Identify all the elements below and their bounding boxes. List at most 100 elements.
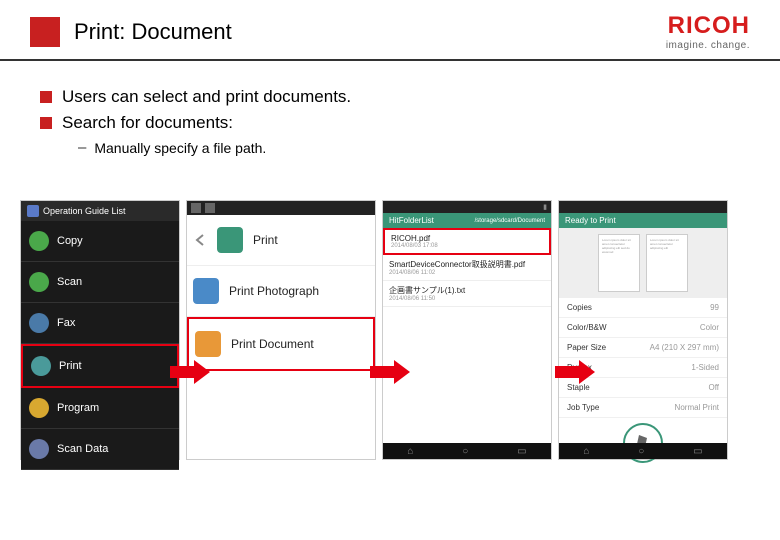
setting-copies[interactable]: Copies 99 xyxy=(559,298,727,318)
s4-header: Ready to Print xyxy=(559,213,727,228)
recent-icon[interactable]: ▭ xyxy=(693,446,702,457)
square-bullet-icon xyxy=(40,91,52,103)
option-icon xyxy=(193,278,219,304)
s3-header-left: HitFolderList xyxy=(389,216,434,225)
back-icon[interactable]: ⌂ xyxy=(583,446,589,457)
logo-brand: RICOH xyxy=(666,12,750,40)
header-left: Print: Document xyxy=(30,17,232,47)
menu-item-program[interactable]: Program xyxy=(21,388,179,429)
s1-header: Operation Guide List xyxy=(21,201,179,221)
setting-value: Color xyxy=(700,323,719,332)
scan data-icon xyxy=(29,439,49,459)
option-icon xyxy=(217,227,243,253)
s2-statusbar xyxy=(187,201,375,215)
copy-icon xyxy=(29,231,49,251)
file-name: RICOH.pdf xyxy=(391,234,543,243)
menu-item-label: Print xyxy=(59,360,82,372)
menu-item-fax[interactable]: Fax xyxy=(21,303,179,344)
menu-item-label: Fax xyxy=(57,317,75,329)
title-bullet-icon xyxy=(30,17,60,47)
s3-navbar: ⌂ ○ ▭ xyxy=(383,443,551,459)
bullet-1-text: Users can select and print documents. xyxy=(62,87,351,107)
logo-tagline: imagine. change. xyxy=(666,40,750,51)
recent-icon[interactable]: ▭ xyxy=(517,446,526,457)
menu-item-label: Copy xyxy=(57,235,83,247)
bullet-2-text: Search for documents: xyxy=(62,113,233,133)
setting-paper-size[interactable]: Paper Size A4 (210 X 297 mm) xyxy=(559,338,727,358)
arrow-3 xyxy=(555,360,595,384)
file-date: 2014/08/03 17:08 xyxy=(391,243,543,249)
setting-key: Color/B&W xyxy=(567,323,607,332)
back-icon[interactable]: ⌂ xyxy=(407,446,413,457)
menu-item-scan-data[interactable]: Scan Data xyxy=(21,429,179,470)
slide-title: Print: Document xyxy=(74,19,232,45)
doc-icon xyxy=(27,205,39,217)
option-print-document[interactable]: Print Document xyxy=(187,317,375,371)
menu-item-label: Scan xyxy=(57,276,82,288)
setting-key: Paper Size xyxy=(567,343,606,352)
file-item[interactable]: RICOH.pdf2014/08/03 17:08 xyxy=(383,228,551,255)
setting-value: Off xyxy=(708,383,719,392)
battery-icon: ▮ xyxy=(543,203,547,211)
menu-item-label: Program xyxy=(57,402,99,414)
arrow-2 xyxy=(370,360,410,384)
menu-item-label: Scan Data xyxy=(57,443,108,455)
file-date: 2014/08/06 11:02 xyxy=(389,270,545,276)
fax-icon xyxy=(29,313,49,333)
arrow-1 xyxy=(170,360,210,384)
setting-value: 99 xyxy=(710,303,719,312)
option-label: Print Document xyxy=(231,337,314,351)
file-name: 企画書サンプル(1).txt xyxy=(389,285,545,296)
s4-statusbar xyxy=(559,201,727,213)
s4-navbar: ⌂ ○ ▭ xyxy=(559,443,727,459)
option-label: Print xyxy=(253,233,278,247)
dash-icon: – xyxy=(78,139,86,156)
setting-value: 1-Sided xyxy=(691,363,719,372)
setting-key: Copies xyxy=(567,303,592,312)
setting-value: Normal Print xyxy=(675,403,719,412)
print-icon xyxy=(31,356,51,376)
home-icon[interactable]: ○ xyxy=(638,446,644,457)
option-label: Print Photograph xyxy=(229,284,319,298)
ricoh-logo: RICOH imagine. change. xyxy=(666,12,750,51)
option-print-photograph[interactable]: Print Photograph xyxy=(187,266,375,317)
screenshot-4-print-preview: Ready to Print Lorem ipsum dolor sit ame… xyxy=(558,200,728,460)
sub-bullet-1: – Manually specify a file path. xyxy=(78,139,740,156)
status-icon xyxy=(205,203,215,213)
back-chevron-icon xyxy=(193,233,207,247)
content-area: Users can select and print documents. Se… xyxy=(0,61,780,166)
option-icon xyxy=(195,331,221,357)
menu-item-print[interactable]: Print xyxy=(21,344,179,388)
s3-header-right: /storage/sdcard/Document xyxy=(475,218,545,224)
scan-icon xyxy=(29,272,49,292)
s3-header: HitFolderList /storage/sdcard/Document xyxy=(383,213,551,228)
sub-bullet-text: Manually specify a file path. xyxy=(94,140,266,156)
setting-color-b-w[interactable]: Color/B&W Color xyxy=(559,318,727,338)
file-item[interactable]: 企画書サンプル(1).txt2014/08/06 11:50 xyxy=(383,281,551,307)
s3-statusbar: ▮ xyxy=(383,201,551,213)
s1-title: Operation Guide List xyxy=(43,206,126,216)
menu-item-copy[interactable]: Copy xyxy=(21,221,179,262)
status-icon xyxy=(191,203,201,213)
file-name: SmartDeviceConnector取扱説明書.pdf xyxy=(389,259,545,270)
screenshot-2-print-options: Print Print Photograph Print Document xyxy=(186,200,376,460)
s4-preview: Lorem ipsum dolor sit amet consectetur a… xyxy=(559,228,727,298)
home-icon[interactable]: ○ xyxy=(462,446,468,457)
option-print[interactable]: Print xyxy=(187,215,375,266)
program-icon xyxy=(29,398,49,418)
screenshot-1-menu: Operation Guide List Copy Scan Fax Print Pro… xyxy=(20,200,180,460)
file-date: 2014/08/06 11:50 xyxy=(389,296,545,302)
preview-page-2: Lorem ipsum dolor sit amet consectetur a… xyxy=(646,234,688,292)
preview-page-1: Lorem ipsum dolor sit amet consectetur a… xyxy=(598,234,640,292)
screenshot-3-file-list: ▮ HitFolderList /storage/sdcard/Document… xyxy=(382,200,552,460)
setting-job-type[interactable]: Job Type Normal Print xyxy=(559,398,727,418)
square-bullet-icon xyxy=(40,117,52,129)
setting-key: Staple xyxy=(567,383,590,392)
setting-value: A4 (210 X 297 mm) xyxy=(650,343,719,352)
screenshots-row: Operation Guide List Copy Scan Fax Print Pro… xyxy=(20,200,760,460)
setting-key: Job Type xyxy=(567,403,599,412)
slide-header: Print: Document RICOH imagine. change. xyxy=(0,0,780,61)
menu-item-scan[interactable]: Scan xyxy=(21,262,179,303)
file-item[interactable]: SmartDeviceConnector取扱説明書.pdf2014/08/06 … xyxy=(383,255,551,281)
bullet-1: Users can select and print documents. xyxy=(40,87,740,107)
